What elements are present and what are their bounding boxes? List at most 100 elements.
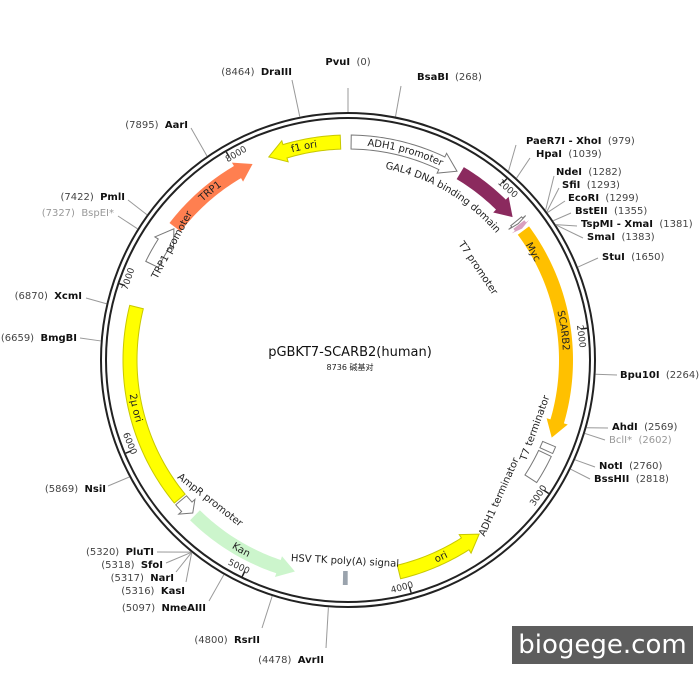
feature-trp1[interactable] [169,162,253,232]
tick-mark [125,450,132,454]
site-bcli[interactable]: BclI* (2602) [584,432,672,446]
site-label: NotI (2760) [599,461,662,472]
site-position: (7327) [42,208,75,219]
site-ahdi[interactable]: AhdI (2569) [586,422,678,433]
feature-label-t7-promoter: T7 promoter [455,239,500,298]
site-ndei[interactable]: NdeI (1282) [545,167,622,211]
feature-label-adh1-terminator: ADH1 terminator [477,455,522,538]
site-position: (1650) [631,252,664,263]
site-leader-line [107,476,130,487]
feature-f1-ori[interactable] [267,134,342,163]
feature-t7-promoter[interactable] [508,215,527,230]
site-avrii[interactable]: (4478) AvrII [258,607,329,666]
site-nmeaiii[interactable]: (5097) NmeAIII [122,574,225,614]
feature-2-ori[interactable] [122,304,186,504]
feature-adh1-terminator[interactable] [524,449,552,484]
site-leader-line [508,144,517,172]
site-leader-line [117,215,138,230]
site-ecori[interactable]: EcoRI (1299) [547,193,639,214]
site-position: (1299) [605,193,638,204]
site-position: (2760) [629,461,662,472]
site-label: NdeI (1282) [556,167,622,178]
feature-trp1-promoter[interactable] [145,228,175,269]
site-label: (6870) XcmI [15,291,82,302]
feature-label-ori: ori [433,550,450,566]
site-position: (4478) [258,655,291,666]
site-position: (6659) [1,333,34,344]
site-label: (6659) BmgBI [1,333,77,344]
site-kasi[interactable]: (5316) KasI [121,552,193,597]
tick-mark [241,570,246,577]
site-rsrii[interactable]: (4800) RsrII [194,595,273,646]
site-leader-line [208,574,225,602]
feature-kan[interactable] [190,510,295,578]
site-position: (5320) [86,547,119,558]
tick-mark [580,327,587,330]
site-bpu10i[interactable]: Bpu10I (2264) [595,370,700,381]
site-nari[interactable]: (5317) NarI [111,552,192,584]
site-name: SfiI [562,180,580,191]
site-label: (7327) BspEI* [42,208,114,219]
site-name: AhdI [612,422,638,433]
site-tspmi-xmai[interactable]: TspMI - XmaI (1381) [555,219,693,230]
site-bmgbi[interactable]: (6659) BmgBI [1,333,101,344]
site-name: BstEII [575,206,608,217]
site-leader-line [165,551,192,564]
site-leader-line [185,552,193,583]
site-hpai[interactable]: HpaI (1039) [516,149,602,179]
site-position: (2818) [636,474,669,485]
site-aari[interactable]: (7895) AarI [125,120,208,157]
site-position: (268) [455,72,482,83]
site-sfii[interactable]: SfiI (1293) [546,180,620,212]
tick-mark [502,178,508,184]
site-noti[interactable]: NotI (2760) [574,459,662,472]
site-pvui[interactable]: PvuI (0) [325,57,371,112]
site-label: (4478) AvrII [258,655,324,666]
site-paer7i-xhoi[interactable]: PaeR7I - XhoI (979) [508,136,635,172]
site-bsabi[interactable]: BsaBI (268) [395,72,483,117]
site-label: (5320) PluTI [86,547,154,558]
feature-t7-terminator[interactable] [539,440,557,455]
feature-gal4-dna-binding-domain[interactable] [456,167,513,218]
site-bsteii[interactable]: BstEII (1355) [553,206,647,222]
site-label: (7422) PmlI [60,192,125,203]
site-name: AarI [165,120,188,131]
feature-adh1-promoter[interactable] [350,134,458,174]
site-label: (5317) NarI [111,573,174,584]
site-xcmi[interactable]: (6870) XcmI [15,291,107,305]
site-pmli[interactable]: (7422) PmlI [60,192,148,216]
site-label: (5097) NmeAIII [122,603,206,614]
site-leader-line [577,257,599,268]
feature-hsv-tk-poly-a-signal[interactable] [342,570,348,585]
site-bsshii[interactable]: BssHII (2818) [570,468,669,485]
site-bspei[interactable]: (7327) BspEI* [42,208,138,230]
backbone-ring [100,112,596,608]
site-name: NsiI [85,484,106,495]
site-name: PvuI [325,57,350,68]
site-pluti[interactable]: (5320) PluTI [86,547,192,558]
site-leader-line [555,224,578,227]
site-smai[interactable]: SmaI (1383) [555,224,655,243]
site-position: (0) [356,57,370,68]
site-nsii[interactable]: (5869) NsiI [45,476,130,495]
site-position: (1039) [568,149,601,160]
tick-mark [408,586,412,593]
site-label: Bpu10I (2264) [620,370,699,381]
feature-ampr-promoter[interactable] [175,495,196,515]
feature-myc[interactable] [511,219,530,234]
feature-scarb2[interactable] [517,226,573,438]
site-label: StuI (1650) [602,252,665,263]
site-name: BmgBI [40,333,77,344]
site-label: BssHII (2818) [594,474,669,485]
site-sfoi[interactable]: (5318) SfoI [101,551,192,571]
site-position: (6870) [15,291,48,302]
site-name: NotI [599,461,623,472]
site-label: BstEII (1355) [575,206,647,217]
site-name: BsaBI [417,72,449,83]
site-stui[interactable]: StuI (1650) [577,252,665,268]
site-position: (7422) [60,192,93,203]
feature-ori[interactable] [396,533,480,580]
inner-ring [105,117,591,603]
site-draiii[interactable]: (8464) DraIII [221,67,301,117]
